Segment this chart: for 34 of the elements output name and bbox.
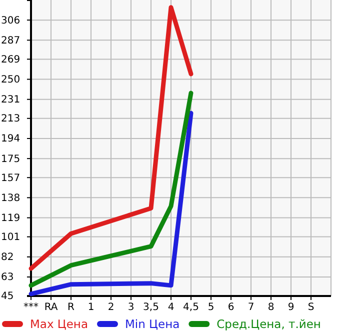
y-tick-label: 45 — [1, 291, 14, 302]
x-tick-label: 2 — [108, 302, 114, 314]
y-tick-label: 138 — [1, 192, 20, 204]
y-tick-label: 82 — [1, 252, 14, 264]
x-tick-label: 8 — [268, 302, 274, 314]
x-tick-label: S — [308, 302, 314, 314]
y-tick-label: 175 — [1, 154, 20, 165]
x-tick-label: 9 — [288, 302, 294, 314]
x-tick-label: 6 — [228, 302, 234, 314]
y-tick-label: 63 — [1, 272, 14, 284]
y-tick-label: 157 — [1, 172, 20, 184]
y-tick-label: 287 — [1, 35, 20, 46]
x-tick-label: 4,5 — [183, 302, 199, 314]
legend-label: Сред.Цена, т.йен — [216, 317, 321, 331]
x-tick-label: RA — [44, 302, 58, 314]
x-tick-label: 7 — [248, 302, 254, 314]
y-tick-label: 101 — [1, 232, 20, 243]
y-tick-label: 213 — [1, 114, 20, 125]
y-tick-label: 194 — [1, 134, 20, 145]
x-tick-label: 1 — [88, 302, 94, 314]
y-tick-label: 231 — [1, 94, 20, 106]
x-tick-label: 5 — [208, 302, 214, 314]
x-tick-label: R — [68, 302, 75, 314]
y-tick-label: 306 — [1, 15, 20, 26]
x-tick-label: 3,5 — [143, 302, 159, 314]
y-tick-label: 269 — [1, 54, 20, 66]
legend-label: Min Цена — [125, 317, 180, 331]
y-tick-label: 250 — [1, 74, 20, 86]
x-tick-label: 3 — [128, 302, 134, 314]
x-tick-label: 4 — [168, 302, 174, 314]
x-tick-label: *** — [24, 302, 38, 314]
line-series — [28, 5, 194, 271]
legend-label: Max Цена — [30, 317, 88, 331]
y-tick-label: 119 — [1, 212, 20, 224]
